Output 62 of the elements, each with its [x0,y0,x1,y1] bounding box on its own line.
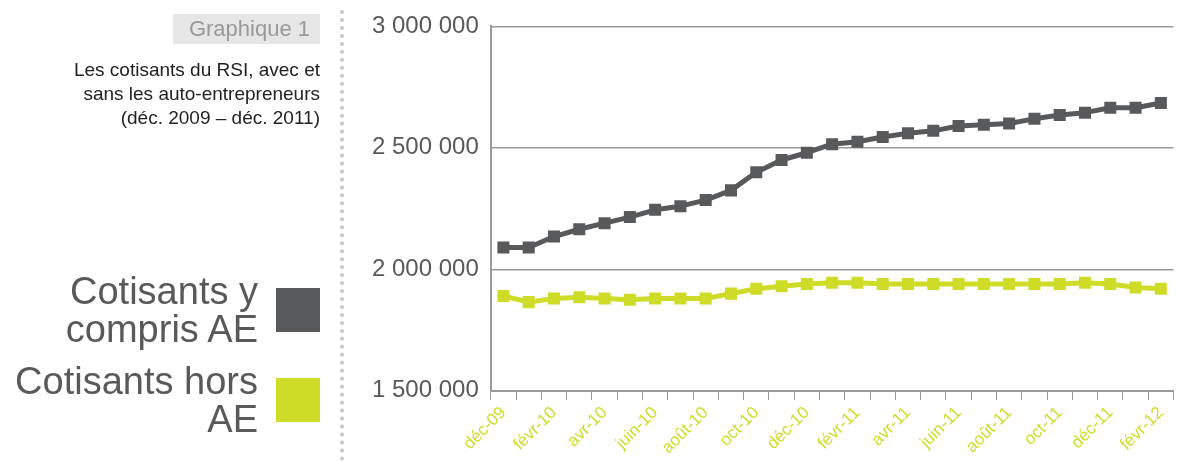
point [547,292,560,305]
point [699,292,712,305]
point [522,296,535,309]
point [826,276,839,289]
point [851,276,864,289]
point [598,292,611,305]
point [1104,277,1117,290]
point [775,280,788,293]
point [1003,277,1016,290]
point [826,138,839,151]
legend-label: Cotisants y compris AE [64,270,258,350]
point [1129,101,1142,114]
y-tick-label: 3 000 000 [371,11,479,39]
point [927,124,940,137]
point [977,277,990,290]
point [1053,109,1066,122]
y-tick-label: 2 500 000 [371,132,479,160]
point [1154,96,1167,109]
point [952,277,965,290]
point [699,194,712,207]
point [876,277,889,290]
point [573,223,586,236]
point [901,277,914,290]
point [1028,277,1041,290]
point [547,230,560,243]
point [750,166,763,179]
point [1129,281,1142,294]
point [623,293,636,306]
point [1028,112,1041,125]
point [1078,106,1092,119]
text: Graphique 1 [172,14,320,44]
point [1003,117,1016,130]
point [901,127,914,140]
point [800,146,813,159]
legend-label: Cotisants hors AE [14,360,258,440]
point [750,282,763,295]
point [952,119,965,133]
point [674,200,687,213]
point [1154,282,1167,295]
point [724,184,737,197]
point [724,287,737,300]
point [649,203,662,216]
point [775,154,788,167]
point [674,292,687,305]
point [876,130,889,143]
point [927,277,940,290]
y-tick-label: 2 000 000 [371,253,479,281]
point [497,290,510,303]
point [977,118,990,131]
point [800,277,813,290]
text: Les cotisants du RSI, avec et sans les auto-entrepreneurs (déc. 2009 – déc. 2011) [72,58,320,130]
point [522,241,535,254]
point [598,217,611,230]
point [573,291,586,304]
point [1104,101,1117,114]
point [1078,276,1092,289]
point [623,211,636,224]
y-tick-label: 1 500 000 [371,375,479,403]
point [851,135,864,148]
point [497,241,510,254]
point [649,292,662,305]
point [1053,277,1066,290]
